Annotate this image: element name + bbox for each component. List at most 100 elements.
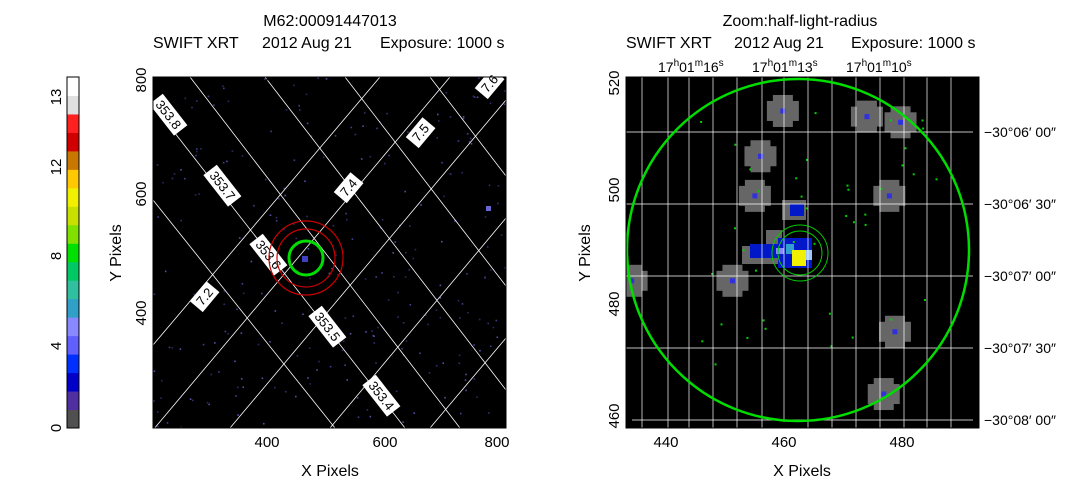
noise-pixel	[275, 216, 278, 219]
outer-red-circle	[268, 220, 344, 296]
noise-pixel	[386, 112, 388, 115]
noise-pixel	[354, 133, 357, 136]
noise-pixel	[466, 273, 468, 275]
noise-pixel	[488, 184, 491, 187]
green-speck	[734, 227, 736, 230]
noise-pixel	[373, 342, 376, 344]
grey-source	[878, 315, 911, 348]
noise-pixel	[206, 401, 209, 404]
noise-pixel	[263, 422, 265, 425]
noise-pixel	[306, 215, 308, 218]
noise-pixel	[153, 370, 156, 372]
grid-line-ra-6	[429, 77, 506, 177]
dec-tick-4: −30°07′ 30″	[984, 340, 1056, 356]
noise-pixel	[295, 237, 298, 240]
noise-pixel	[189, 398, 192, 400]
colorbar: 0 4 8 12 13	[48, 76, 80, 432]
noise-pixel	[261, 292, 263, 295]
noise-pixel	[307, 248, 310, 250]
noise-pixel	[180, 219, 182, 222]
noise-pixel	[191, 399, 194, 402]
noise-pixel	[369, 415, 372, 418]
noise-pixel	[160, 397, 162, 399]
noise-pixel	[202, 343, 205, 346]
noise-pixel	[316, 369, 318, 371]
noise-pixel	[492, 326, 495, 329]
noise-pixel	[376, 127, 378, 130]
left-xlabel: X Pixels	[301, 463, 359, 480]
noise-pixel	[285, 390, 287, 393]
green-speck	[890, 119, 892, 122]
right-image	[626, 94, 938, 411]
grid-line-dec-4	[329, 217, 506, 428]
noise-pixel	[180, 426, 183, 428]
noise-pixel	[218, 371, 220, 373]
noise-pixel	[427, 323, 429, 326]
noise-pixel	[404, 190, 406, 193]
colorbar-cell	[67, 150, 79, 170]
noise-pixel	[153, 293, 156, 296]
noise-pixel	[265, 178, 267, 181]
noise-pixel	[484, 276, 486, 279]
green-speck	[795, 177, 798, 180]
noise-pixel	[257, 343, 260, 346]
noise-pixel	[357, 416, 360, 419]
noise-pixel	[226, 160, 228, 163]
noise-pixel	[371, 330, 373, 332]
noise-pixel	[153, 400, 155, 402]
right-inner-circle-2	[777, 230, 823, 276]
noise-pixel	[293, 223, 295, 225]
noise-pixel	[274, 386, 276, 389]
noise-pixel	[476, 96, 479, 99]
right-circles	[626, 77, 971, 423]
noise-pixel	[445, 91, 448, 94]
noise-pixel	[274, 310, 277, 312]
noise-pixel	[193, 293, 195, 296]
left-ytick-800: 800	[133, 67, 150, 92]
noise-pixel	[157, 411, 159, 413]
noise-pixel	[442, 362, 444, 364]
noise-pixel	[283, 187, 286, 190]
left-ytick-600: 600	[133, 181, 150, 206]
noise-pixel	[402, 421, 404, 423]
noise-pixel	[227, 333, 229, 335]
colorbar-tick-8: 8	[48, 252, 65, 260]
noise-pixel	[504, 90, 506, 92]
noise-pixel	[419, 352, 421, 354]
noise-pixel	[198, 193, 200, 195]
noise-pixel	[237, 414, 239, 416]
colorbar-cell	[67, 372, 79, 392]
right-xtick-480: 480	[889, 434, 914, 451]
noise-pixel	[240, 378, 243, 380]
colorbar-tick-13: 13	[48, 89, 65, 106]
left-subtitle-exposure: Exposure: 1000 s	[380, 35, 505, 52]
central-bright-source	[742, 200, 812, 268]
noise-pixel	[500, 234, 503, 236]
noise-pixel	[394, 241, 396, 243]
green-speck	[742, 249, 745, 252]
noise-pixel	[281, 322, 283, 324]
noise-pixel	[329, 365, 332, 368]
colorbar-frame	[66, 76, 80, 429]
noise-pixel	[465, 389, 467, 392]
colorbar-cell	[67, 95, 79, 115]
noise-pixel	[191, 106, 193, 109]
left-source-markers	[268, 206, 491, 296]
noise-pixel	[345, 212, 347, 215]
colorbar-cell	[67, 409, 79, 429]
noise-pixel	[238, 237, 241, 239]
noise-pixel	[369, 155, 372, 158]
noise-pixel	[458, 362, 461, 365]
noise-pixel	[293, 159, 296, 161]
noise-pixel	[457, 140, 460, 142]
noise-pixel	[200, 148, 202, 150]
noise-pixel	[397, 316, 399, 318]
colorbar-tick-0: 0	[48, 424, 65, 432]
noise-pixel	[366, 409, 369, 411]
noise-pixel	[309, 383, 311, 385]
right-ytick-460: 460	[606, 403, 623, 428]
noise-pixel	[435, 365, 438, 367]
left-subtitle-instrument: SWIFT XRT	[153, 35, 239, 52]
right-panel: Zoom:half-light-radius SWIFT XRT 2012 Au…	[577, 13, 1056, 480]
noise-pixel	[439, 316, 442, 319]
